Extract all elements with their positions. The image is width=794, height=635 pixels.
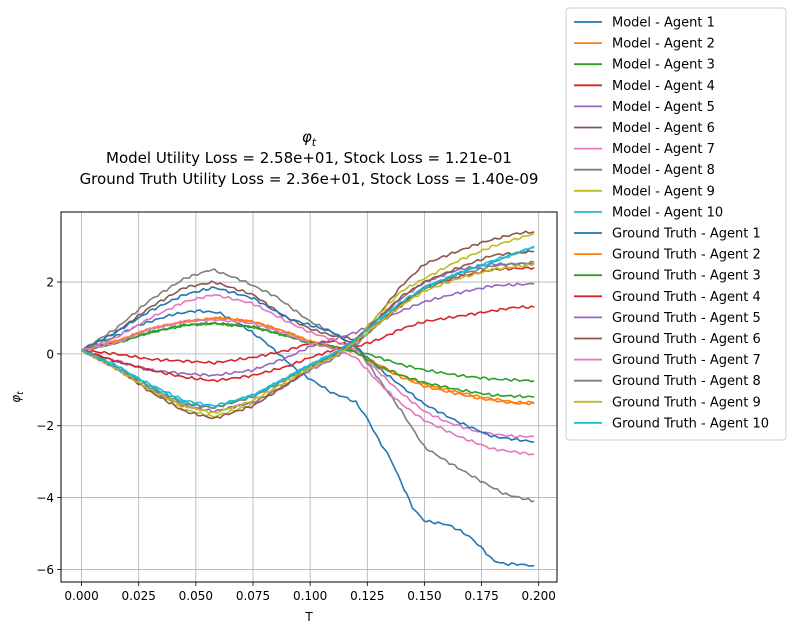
legend-label-model-agent-3: Model - Agent 3 [612,58,715,73]
series-line-ground-truth-agent-9 [81,263,535,415]
legend-label-ground-truth-agent-6: Ground Truth - Agent 6 [612,332,761,347]
legend-label-model-agent-10: Model - Agent 10 [612,205,723,220]
legend-label-ground-truth-agent-5: Ground Truth - Agent 5 [612,311,761,326]
chart-title-ground-truth-line: Ground Truth Utility Loss = 2.36e+01, St… [80,170,539,188]
x-tick-label: 0.025 [122,589,156,603]
y-tick-label: −6 [36,563,54,577]
legend-label-ground-truth-agent-9: Ground Truth - Agent 9 [612,395,761,410]
y-tick-label: 2 [46,276,54,290]
legend-label-ground-truth-agent-4: Ground Truth - Agent 4 [612,290,761,305]
legend-label-model-agent-6: Model - Agent 6 [612,121,715,136]
legend-label-ground-truth-agent-10: Ground Truth - Agent 10 [612,416,769,431]
legend-frame [565,7,787,441]
series-lines [81,230,535,567]
y-tick-label: −4 [36,491,54,505]
legend-label-ground-truth-agent-8: Ground Truth - Agent 8 [612,374,761,389]
series-line-ground-truth-agent-1 [81,286,535,443]
y-tick-label: −2 [36,419,54,433]
series-line-model-agent-7 [81,293,535,439]
series-line-ground-truth-agent-7 [81,317,535,456]
x-tick-label: 0.050 [179,589,213,603]
chart-title-symbol: φt [302,128,317,149]
x-tick-label: 0.175 [464,589,498,603]
series-line-model-agent-8 [81,268,535,503]
legend-label-model-agent-5: Model - Agent 5 [612,100,715,115]
series-line-model-agent-4 [81,305,535,365]
chart-title-model-line: Model Utility Loss = 2.58e+01, Stock Los… [106,149,512,167]
legend-label-model-agent-9: Model - Agent 9 [612,184,715,199]
y-axis-label: φt [9,391,26,403]
ticks: 0.000 0.025 0.050 0.075 0.100 0.125 0.150 0.175… [36,276,556,603]
legend-label-ground-truth-agent-1: Ground Truth - Agent 1 [612,227,761,242]
y-tick-label: 0 [46,347,54,361]
series-line-model-agent-6 [81,230,535,351]
x-tick-label: 0.000 [64,589,98,603]
legend-label-model-agent-2: Model - Agent 2 [612,37,715,52]
x-tick-label: 0.200 [522,589,556,603]
x-tick-label: 0.075 [236,589,270,603]
legend-label-model-agent-8: Model - Agent 8 [612,163,715,178]
legend-label-ground-truth-agent-7: Ground Truth - Agent 7 [612,353,761,368]
legend-label-model-agent-7: Model - Agent 7 [612,142,715,157]
series-line-ground-truth-agent-5 [81,262,535,413]
axes-frame [60,211,558,583]
series-line-model-agent-1 [81,309,535,567]
x-tick-label: 0.100 [293,589,327,603]
x-tick-label: 0.150 [407,589,441,603]
legend: Model - Agent 1 Model - Agent 2 Model - Ag… [565,7,787,441]
legend-label-model-agent-1: Model - Agent 1 [612,16,715,31]
series-line-ground-truth-agent-10 [81,245,535,407]
series-line-ground-truth-agent-4 [81,266,535,383]
legend-label-ground-truth-agent-3: Ground Truth - Agent 3 [612,269,761,284]
legend-label-ground-truth-agent-2: Ground Truth - Agent 2 [612,248,761,263]
x-tick-label: 0.125 [350,589,384,603]
x-axis-label: T [304,610,313,624]
legend-label-model-agent-4: Model - Agent 4 [612,79,715,94]
